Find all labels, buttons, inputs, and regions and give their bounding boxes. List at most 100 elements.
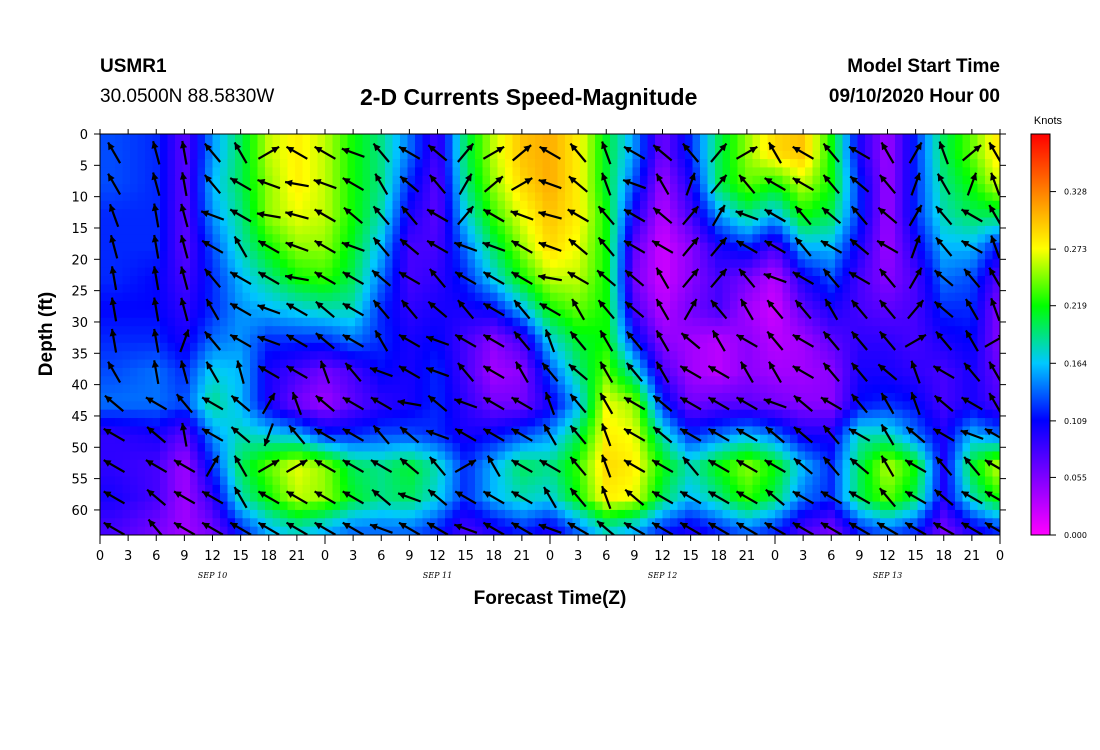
heatmap-cell [970,351,979,361]
heatmap-cell [910,434,919,444]
heatmap-cell [445,267,454,277]
heatmap-cell [475,401,484,411]
heatmap-cell [872,200,881,210]
heatmap-cell [550,142,559,152]
heatmap-cell [400,217,409,227]
heatmap-cell [272,401,281,411]
heatmap-cell [175,242,184,252]
heatmap-cell [557,259,566,269]
heatmap-cell [122,259,131,269]
heatmap-cell [250,301,259,311]
heatmap-cell [820,384,829,394]
heatmap-cell [550,434,559,444]
heatmap-cell [317,142,326,152]
heatmap-cell [722,326,731,336]
heatmap-cell [797,242,806,252]
heatmap-cell [362,376,371,386]
heatmap-cell [520,267,529,277]
heatmap-cell [400,259,409,269]
heatmap-cell [715,459,724,469]
heatmap-cell [520,384,529,394]
heatmap-cell [505,401,514,411]
heatmap-cell [115,134,124,143]
heatmap-cell [955,150,964,160]
heatmap-cell [152,426,161,436]
heatmap-cell [197,418,206,427]
heatmap-cell [512,175,521,185]
heatmap-cell [647,392,656,402]
heatmap-cell [872,409,881,419]
heatmap-cell [902,242,911,252]
heatmap-cell [872,317,881,327]
heatmap-cell [332,284,341,294]
heatmap-cell [745,267,754,277]
heatmap-cell [617,443,626,453]
heatmap-cell [970,217,979,227]
heatmap-cell [940,267,949,277]
heatmap-cell [137,276,146,285]
heatmap-cell [250,342,259,352]
heatmap-cell [512,317,521,327]
heatmap-cell [392,292,401,302]
heatmap-cell [580,409,589,419]
heatmap-cell [302,468,311,478]
heatmap-cell [715,167,724,177]
heatmap-cell [100,309,109,319]
heatmap-cell [445,200,454,210]
heatmap-cell [272,242,281,252]
heatmap-cell [430,359,439,369]
heatmap-cell [842,276,851,285]
heatmap-cell [250,150,259,160]
heatmap-cell [940,167,949,177]
heatmap-cell [670,209,679,219]
heatmap-cell [955,443,964,453]
heatmap-cell [475,426,484,436]
heatmap-cell [655,326,664,336]
heatmap-cell [865,342,874,352]
heatmap-cell [490,376,499,386]
heatmap-cell [497,317,506,327]
heatmap-cell [565,259,574,269]
heatmap-cell [250,234,259,244]
heatmap-cell [542,409,551,419]
heatmap-cell [527,418,536,427]
heatmap-cell [205,184,214,194]
heatmap-cell [565,167,574,177]
heatmap-cell [295,192,304,202]
heatmap-cell [910,426,919,436]
heatmap-cell [340,443,349,453]
heatmap-cell [797,234,806,244]
heatmap-cell [722,367,731,377]
heatmap-cell [677,142,686,152]
heatmap-cell [152,134,161,143]
heatmap-cell [370,192,379,202]
heatmap-cell [190,142,199,152]
heatmap-cell [370,384,379,394]
heatmap-cell [557,234,566,244]
heatmap-cell [332,167,341,177]
heatmap-cell [737,259,746,269]
heatmap-cell [452,209,461,219]
heatmap-cell [602,476,611,486]
heatmap-cell [130,234,139,244]
heatmap-cell [107,250,116,260]
heatmap-cell [362,367,371,377]
heatmap-cell [242,217,251,227]
heatmap-cell [272,434,281,444]
heatmap-cell [122,426,131,436]
heatmap-cell [205,342,214,352]
heatmap-cell [767,276,776,285]
heatmap-cell [685,359,694,369]
heatmap-cell [107,418,116,427]
heatmap-cell [235,418,244,427]
heatmap-cell [760,242,769,252]
heatmap-cell [527,476,536,486]
heatmap-cell [602,159,611,169]
heatmap-cell [377,200,386,210]
heatmap-cell [362,418,371,427]
heatmap-cell [640,426,649,436]
heatmap-cell [220,259,229,269]
heatmap-cell [190,242,199,252]
heatmap-cell [775,292,784,302]
heatmap-cell [947,418,956,427]
